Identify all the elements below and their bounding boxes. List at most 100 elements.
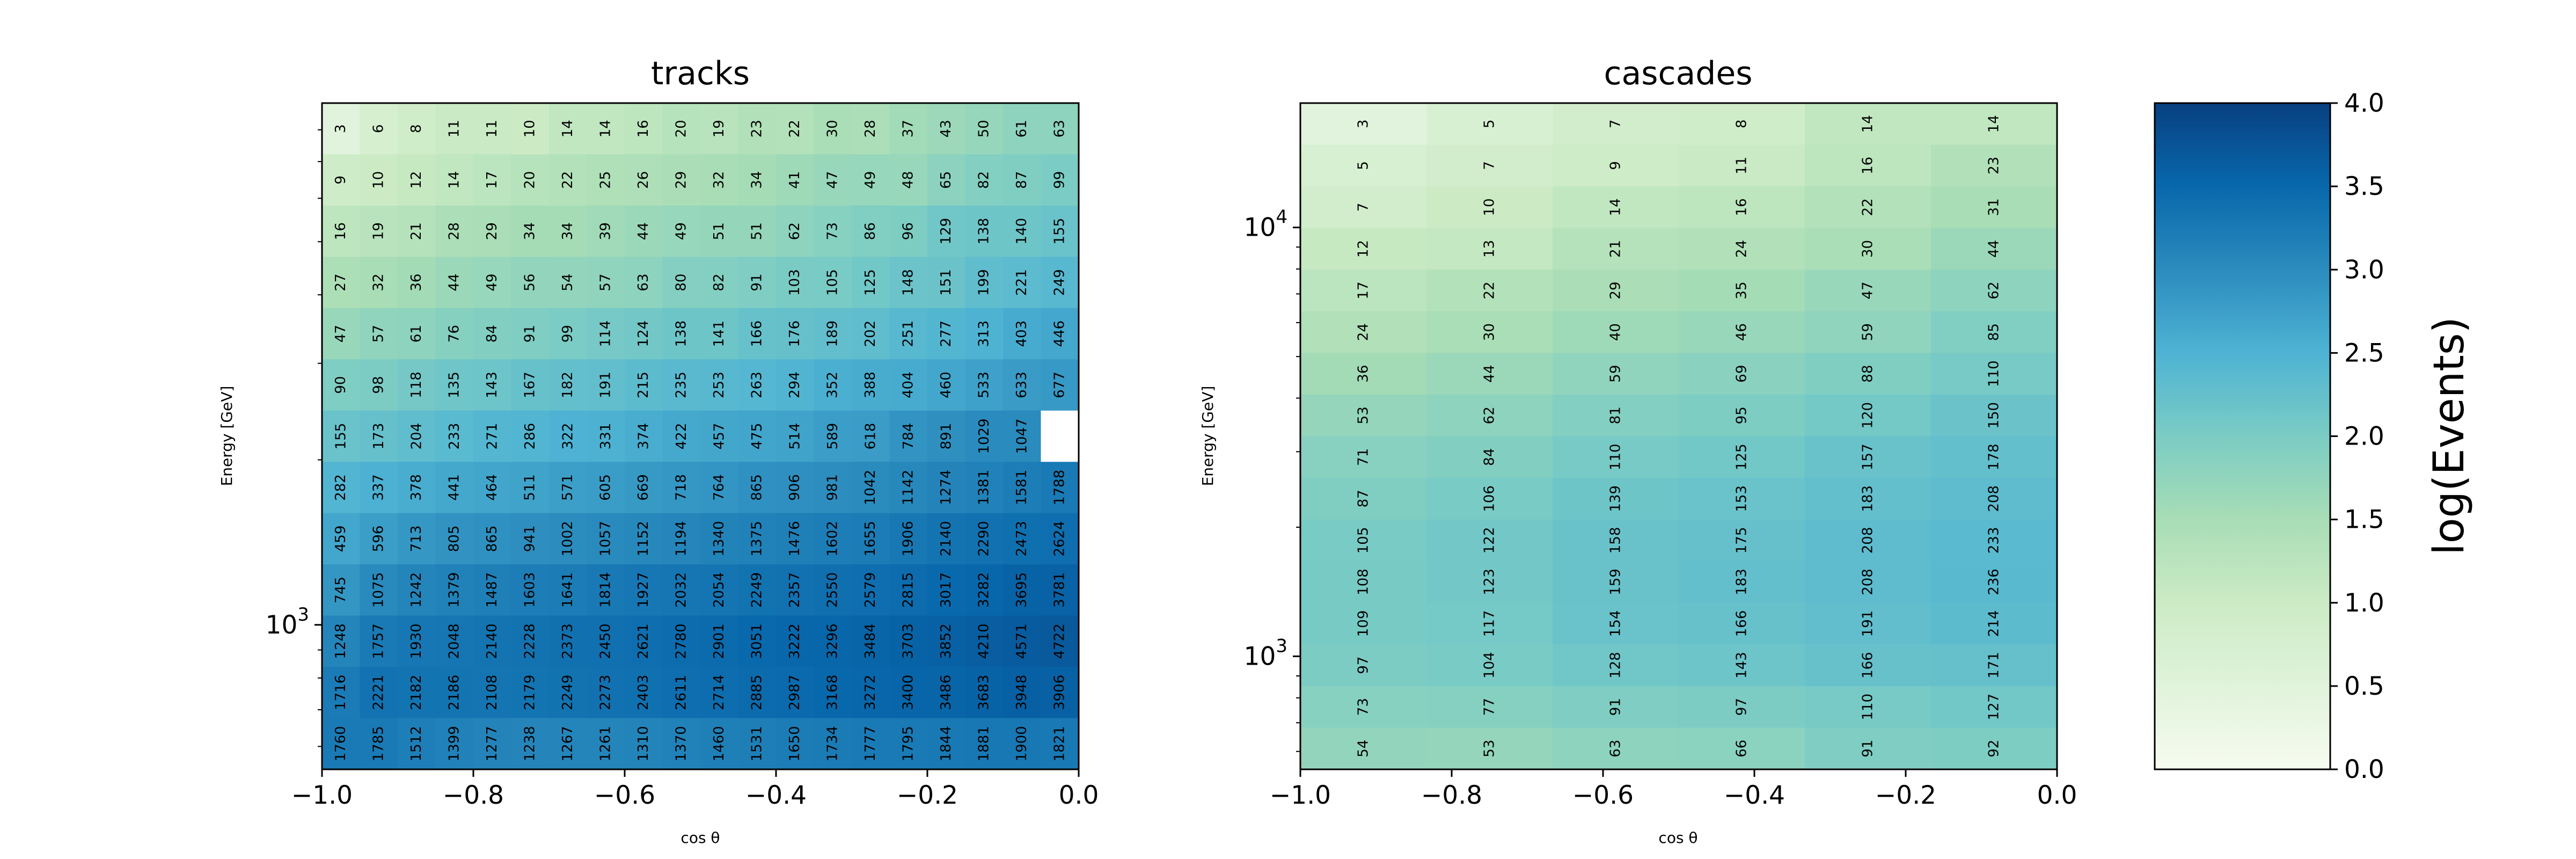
cell-count-label: 71: [1356, 448, 1372, 466]
cell-count-label: 97: [1734, 698, 1750, 716]
heatmap-cell: [1300, 727, 1427, 770]
heatmap-cell: [587, 410, 625, 462]
cell-count-label: 7: [1608, 120, 1624, 129]
heatmap-cell: [549, 154, 588, 206]
cell-count-label: 2140: [484, 623, 500, 659]
heatmap-cell: [700, 257, 739, 309]
heatmap-cell: [398, 308, 436, 360]
heatmap-cell: [511, 718, 550, 770]
x-tick-label: 0.0: [1059, 781, 1099, 810]
heatmap-cell: [1300, 561, 1427, 603]
heatmap-cell: [738, 205, 777, 257]
cell-count-label: 2621: [635, 623, 652, 659]
heatmap-cell: [625, 462, 663, 514]
heatmap-cell: [1805, 103, 1931, 145]
colorbar-tick-label: 0.5: [2344, 672, 2384, 701]
cell-count-label: 114: [598, 321, 614, 347]
heatmap-cell: [1041, 667, 1079, 719]
cell-count-label: 76: [447, 325, 463, 343]
heatmap-cell: [814, 718, 852, 770]
cell-count-label: 745: [333, 577, 349, 603]
heatmap-cell: [1003, 462, 1042, 514]
cell-count-label: 1248: [333, 623, 349, 659]
heatmap-cell: [322, 257, 361, 309]
cell-count-label: 105: [1356, 527, 1372, 554]
cell-count-label: 40: [1608, 323, 1624, 341]
cell-count-label: 28: [862, 120, 879, 137]
heatmap-cell: [662, 718, 701, 770]
heatmap-cell: [1300, 478, 1427, 520]
cell-count-label: 1142: [901, 470, 917, 505]
heatmap-cell: [889, 257, 928, 309]
cell-count-label: 337: [371, 474, 387, 501]
cell-count-label: 19: [371, 222, 387, 240]
cell-count-label: 135: [447, 372, 463, 398]
cell-count-label: 1900: [1014, 726, 1030, 761]
heatmap-cell: [587, 718, 625, 770]
x-tick-label: −0.4: [1724, 781, 1785, 810]
cell-count-label: 54: [1356, 740, 1372, 758]
heatmap-cell: [662, 257, 701, 309]
heatmap-cell: [1553, 103, 1679, 145]
cell-count-label: 3484: [862, 623, 879, 659]
cell-count-label: 3051: [749, 623, 765, 659]
heatmap-cell: [1300, 644, 1427, 687]
heatmap-cell: [511, 667, 550, 719]
heatmap-cell: [814, 410, 852, 462]
heatmap-cell: [776, 513, 815, 565]
cell-count-label: 43: [938, 120, 954, 137]
cell-count-label: 25: [598, 171, 614, 189]
heatmap-cell: [1426, 228, 1553, 270]
heatmap-cell: [1805, 394, 1931, 437]
heatmap-cell: [625, 103, 663, 155]
cell-count-label: 3852: [938, 623, 954, 659]
heatmap-cell: [360, 462, 398, 514]
heatmap-cell: [1300, 144, 1427, 187]
x-tick-label: −0.6: [1572, 781, 1634, 810]
cell-count-label: 30: [1482, 323, 1498, 341]
heatmap-cell: [1426, 144, 1553, 187]
cell-count-label: 286: [522, 423, 538, 450]
heatmap-cell: [1041, 154, 1079, 206]
cell-count-label: 271: [484, 423, 500, 450]
heatmap-cell: [435, 462, 474, 514]
heatmap-cell: [1553, 311, 1679, 353]
heatmap-cell: [852, 615, 890, 667]
cell-count-label: 2048: [447, 623, 463, 659]
cell-count-label: 1487: [484, 572, 500, 608]
cell-count-label: 1152: [635, 521, 652, 556]
heatmap-cell: [1003, 103, 1042, 155]
heatmap-cell: [1679, 727, 1805, 770]
heatmap-cell: [549, 359, 588, 411]
cell-count-label: 153: [1734, 485, 1750, 512]
cell-count-label: 322: [560, 423, 576, 450]
heatmap-cell: [587, 205, 625, 257]
heatmap-cell: [587, 564, 625, 616]
heatmap-cell: [1426, 186, 1553, 229]
cell-count-label: 1267: [560, 726, 576, 761]
cell-count-label: 1476: [787, 521, 803, 556]
heatmap-cell: [1426, 353, 1553, 395]
heatmap-cell: [1931, 144, 2058, 187]
cell-count-label: 84: [1482, 448, 1498, 466]
cell-count-label: 208: [1860, 527, 1876, 554]
cell-count-label: 1375: [749, 521, 765, 556]
heatmap-cell: [398, 205, 436, 257]
cell-count-label: 3222: [787, 623, 803, 659]
cell-count-label: 90: [333, 376, 349, 394]
colorbar-tick-label: 3.5: [2344, 172, 2384, 201]
cell-count-label: 16: [635, 120, 652, 137]
cell-count-label: 62: [787, 222, 803, 240]
cell-count-label: 441: [447, 474, 463, 501]
cell-count-label: 87: [1356, 490, 1372, 507]
cell-count-label: 1242: [408, 572, 425, 608]
cell-count-label: 9: [333, 176, 349, 185]
heatmap-cell: [1553, 270, 1679, 312]
heatmap-cell: [587, 103, 625, 155]
cell-count-label: 123: [1482, 569, 1498, 595]
heatmap-cell: [1679, 186, 1805, 229]
cell-count-label: 143: [1734, 652, 1750, 679]
cell-count-label: 784: [901, 423, 917, 450]
cell-count-label: 182: [560, 372, 576, 398]
heatmap-cell: [662, 615, 701, 667]
